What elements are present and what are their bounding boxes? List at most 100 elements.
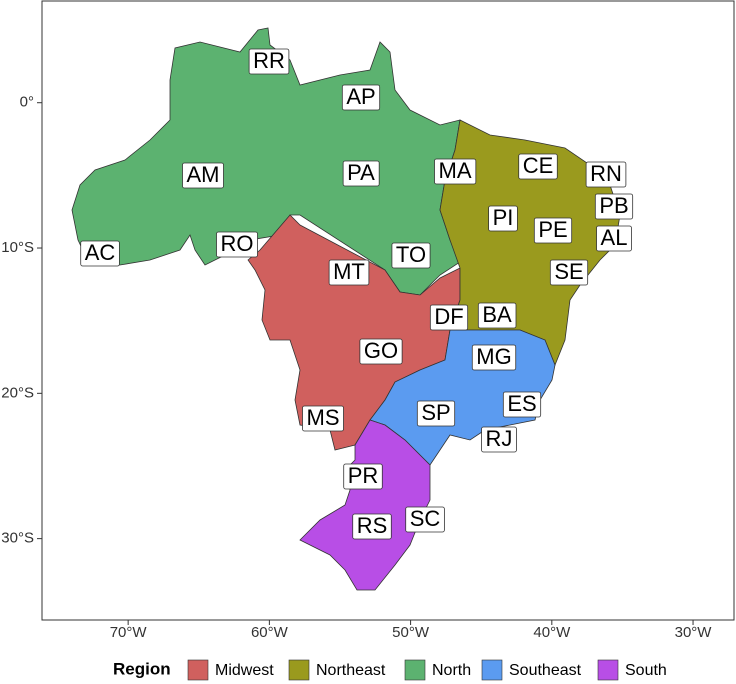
label-box [182,162,224,189]
state-label: DF [429,304,469,331]
legend-swatch [597,659,619,681]
state-label-text: SE [554,259,583,284]
state-label-text: RO [221,231,254,256]
state-label-text: BA [482,302,512,327]
state-label-text: PA [347,160,375,185]
state-label-text: RR [253,48,285,73]
label-box [343,463,383,490]
x-tick-label: 50°W [392,624,430,641]
state-label-text: AM [187,162,220,187]
state-label-text: DF [434,304,463,329]
label-box [429,304,469,331]
state-label: MT [328,259,370,286]
label-box [596,225,632,252]
state-label-text: RJ [486,426,513,451]
label-box [391,242,431,269]
legend-label: Midwest [215,662,274,679]
state-label-text: PB [599,193,628,218]
label-box [549,259,589,286]
legend-swatch [481,659,503,681]
state-label: ES [502,391,542,418]
state-label: SC [405,506,445,533]
x-tick-label: 40°W [533,624,571,641]
legend-swatch [187,659,209,681]
label-box [405,506,445,533]
state-label: PA [342,160,380,187]
region-shape [299,419,431,591]
x-tick-label: 60°W [251,624,289,641]
label-box [434,158,477,185]
state-label: AC [80,240,120,267]
label-box [248,48,290,75]
state-label: GO [359,338,403,365]
state-label-text: ES [507,391,536,416]
state-label-text: RN [590,161,622,186]
label-box [594,193,634,220]
y-tick-label: 0° [20,94,34,111]
legend-title: Region [113,659,171,678]
legend-label: North [432,662,471,679]
state-label: RO [216,231,258,258]
label-box [416,400,456,427]
state-label: MG [471,344,517,371]
y-tick-label: 10°S [1,239,34,256]
label-box [342,160,380,187]
state-label: RJ [481,426,517,453]
state-label-text: AC [85,240,116,265]
label-box [328,259,370,286]
label-box [471,344,517,371]
label-box [302,405,344,432]
state-label: TO [391,242,431,269]
state-label: RS [352,513,392,540]
state-label: BA [477,302,517,329]
label-box [80,240,120,267]
state-label-text: PR [348,463,379,488]
state-label-text: PE [538,217,567,242]
state-label-text: RS [357,513,388,538]
state-label: PB [594,193,634,220]
state-label: AL [596,225,632,252]
legend-label: South [625,662,667,679]
label-box [477,302,517,329]
legend-label: Southeast [509,662,582,679]
state-label: MA [434,158,477,185]
state-label: RN [585,161,627,188]
x-tick-label: 70°W [110,624,148,641]
state-label-text: SC [410,506,441,531]
y-tick-label: 20°S [1,384,34,401]
state-label: MS [302,405,344,432]
legend-label: Northeast [316,662,386,679]
state-label-text: MA [439,158,472,183]
legend-swatch [404,659,426,681]
state-label: AM [182,162,224,189]
state-label-text: TO [396,242,426,267]
state-label-text: AP [346,84,375,109]
label-box [352,513,392,540]
state-label: SP [416,400,456,427]
state-label: PI [488,205,518,232]
state-label-text: MG [476,344,511,369]
label-box [585,161,627,188]
state-label-text: SP [421,400,450,425]
label-box [488,205,518,232]
state-label: RR [248,48,290,75]
legend-swatch [288,659,310,681]
label-box [518,153,558,180]
label-box [341,84,381,111]
label-box [216,231,258,258]
state-label-text: GO [364,338,398,363]
state-label-text: AL [601,225,628,250]
state-label-text: PI [493,205,514,230]
state-label-text: CE [523,153,554,178]
state-label: CE [518,153,558,180]
label-box [502,391,542,418]
x-tick-label: 30°W [675,624,713,641]
state-label: SE [549,259,589,286]
label-box [533,217,573,244]
state-label: PE [533,217,573,244]
label-box [481,426,517,453]
label-box [359,338,403,365]
state-label-text: MT [333,259,365,284]
state-label-text: MS [307,405,340,430]
